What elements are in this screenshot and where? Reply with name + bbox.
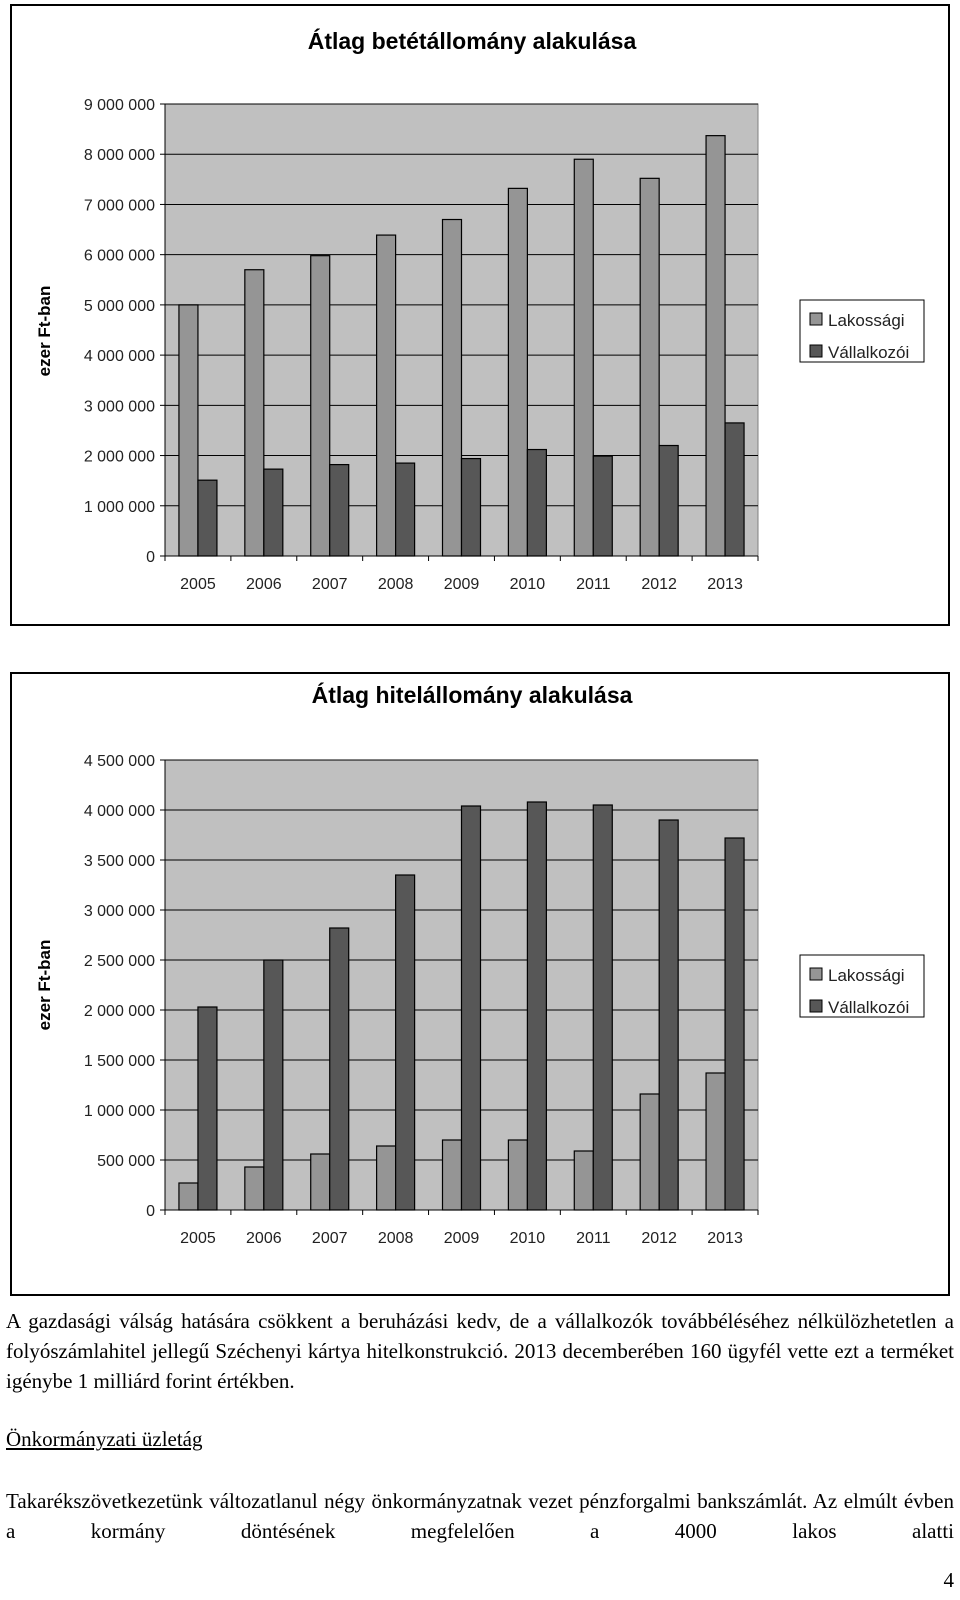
x-tick-label: 2007 <box>312 1230 348 1247</box>
y-tick-label: 3 500 000 <box>84 853 155 870</box>
legend-label-lakossagi: Lakossági <box>828 311 905 330</box>
bar-lakossagi-2012 <box>639 177 660 557</box>
x-tick-label: 2008 <box>378 576 414 593</box>
legend-label-lakossagi: Lakossági <box>828 966 905 985</box>
x-tick-label: 2013 <box>707 1230 743 1247</box>
page-number: 4 <box>943 1568 955 1592</box>
bar-lakossagi-2011 <box>573 158 594 557</box>
x-tick-label: 2007 <box>312 576 348 593</box>
y-tick-label: 4 000 000 <box>84 348 155 365</box>
x-tick-label: 2011 <box>576 576 611 593</box>
paragraph-crisis: A gazdasági válság hatására csökkent a b… <box>6 1309 954 1393</box>
bar-vallalkozoi-2005 <box>197 479 218 557</box>
y-tick-label: 4 000 000 <box>84 803 155 820</box>
loan-chart-svg: 0 500 000 1 000 000 1 500 000 2 000 000 2 500… <box>35 681 925 1247</box>
bar-lakossagi-2008 <box>376 234 397 557</box>
y-tick-label: 1 500 000 <box>84 1053 155 1070</box>
bar-vallalkozoi-2009 <box>460 805 482 1211</box>
legend-swatch-vallalkozoi <box>809 999 823 1013</box>
x-tick-label: 2009 <box>444 1230 480 1247</box>
y-tick-label: 2 000 000 <box>84 1003 155 1020</box>
paragraph-municipal: Takarékszövetkezetünk változatlanul négy… <box>6 1489 954 1543</box>
y-tick-label: 4 500 000 <box>84 753 155 770</box>
x-tick-label: 2009 <box>444 576 480 593</box>
bar-vallalkozoi-2012 <box>658 444 679 557</box>
bar-lakossagi-2007 <box>310 255 331 557</box>
y-tick-label: 6 000 000 <box>84 248 155 265</box>
bar-vallalkozoi-2010 <box>526 448 547 557</box>
y-tick-label: 7 000 000 <box>84 197 155 214</box>
x-tick-label: 2006 <box>246 1230 282 1247</box>
bar-lakossagi-2005 <box>178 304 199 557</box>
y-tick-label: 0 <box>146 1203 155 1220</box>
section-heading: Önkormányzati üzletág <box>6 1427 203 1451</box>
bar-vallalkozoi-2005 <box>197 1006 218 1211</box>
bar-vallalkozoi-2010 <box>526 801 547 1211</box>
x-tick-label: 2013 <box>707 576 743 593</box>
y-tick-label: 3 000 000 <box>84 903 155 920</box>
bar-vallalkozoi-2012 <box>658 819 679 1211</box>
bar-lakossagi-2011 <box>573 1150 594 1211</box>
y-tick-label: 1 000 000 <box>84 1103 155 1120</box>
loan-chart: 0 500 000 1 000 000 1 500 000 2 000 000 2 500… <box>10 672 950 1296</box>
bar-vallalkozoi-2011 <box>592 455 613 557</box>
y-axis-label: ezer Ft-ban <box>35 940 54 1031</box>
y-tick-label: 9 000 000 <box>84 97 155 114</box>
bar-lakossagi-2010 <box>507 1139 528 1211</box>
x-tick-label: 2011 <box>576 1230 611 1247</box>
y-tick-label: 2 000 000 <box>84 449 155 466</box>
y-axis-label: ezer Ft-ban <box>35 286 54 377</box>
bar-lakossagi-2006 <box>244 269 265 557</box>
y-tick-label: 8 000 000 <box>84 147 155 164</box>
bar-vallalkozoi-2006 <box>263 468 284 557</box>
deposit-chart-svg: 0 1 000 000 2 000 000 3 000 000 4 000 000 5 0… <box>35 27 925 593</box>
bar-vallalkozoi-2007 <box>329 927 350 1211</box>
bar-lakossagi-2012 <box>639 1093 660 1211</box>
bar-lakossagi-2013 <box>705 135 726 557</box>
y-tick-label: 2 500 000 <box>84 953 155 970</box>
bar-lakossagi-2008 <box>376 1145 397 1211</box>
bar-vallalkozoi-2009 <box>460 457 482 557</box>
legend-swatch-lakossagi <box>809 312 823 326</box>
legend-swatch-lakossagi <box>809 967 823 981</box>
bar-lakossagi-2010 <box>507 187 528 557</box>
bar-lakossagi-2006 <box>244 1166 265 1211</box>
legend-label-vallalkozoi: Vállalkozói <box>828 343 909 362</box>
deposit-chart: 0 1 000 000 2 000 000 3 000 000 4 000 000 5 0… <box>10 4 950 626</box>
y-tick-label: 1 000 000 <box>84 499 155 516</box>
legend-swatch-vallalkozoi <box>809 344 823 358</box>
bar-vallalkozoi-2008 <box>395 874 416 1211</box>
legend-label-vallalkozoi: Vállalkozói <box>828 998 909 1017</box>
y-tick-label: 5 000 000 <box>84 298 155 315</box>
y-tick-label: 500 000 <box>97 1153 155 1170</box>
bar-vallalkozoi-2006 <box>263 959 284 1211</box>
bar-vallalkozoi-2008 <box>395 462 416 557</box>
bar-vallalkozoi-2013 <box>724 422 745 557</box>
bar-lakossagi-2009 <box>441 1139 463 1211</box>
x-tick-label: 2010 <box>510 1230 546 1247</box>
bar-lakossagi-2009 <box>441 218 463 557</box>
x-tick-label: 2010 <box>510 576 546 593</box>
x-tick-label: 2006 <box>246 576 282 593</box>
bar-vallalkozoi-2011 <box>592 804 613 1211</box>
x-tick-label: 2012 <box>641 576 677 593</box>
bar-vallalkozoi-2013 <box>724 837 745 1211</box>
chart-title: Átlag betétállomány alakulása <box>308 27 637 54</box>
x-tick-label: 2005 <box>180 1230 216 1247</box>
bar-vallalkozoi-2007 <box>329 463 350 557</box>
bar-lakossagi-2005 <box>178 1182 199 1211</box>
bar-lakossagi-2007 <box>310 1153 331 1211</box>
y-tick-label: 0 <box>146 549 155 566</box>
x-tick-label: 2005 <box>180 576 216 593</box>
y-tick-label: 3 000 000 <box>84 398 155 415</box>
x-tick-label: 2008 <box>378 1230 414 1247</box>
bar-lakossagi-2013 <box>705 1072 726 1211</box>
x-tick-label: 2012 <box>641 1230 677 1247</box>
chart-title: Átlag hitelállomány alakulása <box>312 681 633 708</box>
